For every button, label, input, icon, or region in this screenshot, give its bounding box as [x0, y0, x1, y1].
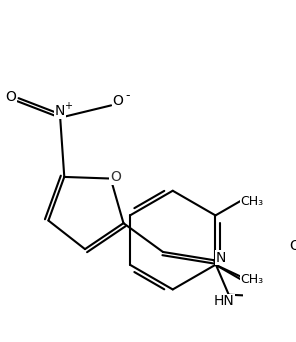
Text: O: O [5, 90, 16, 104]
Text: N: N [215, 251, 226, 265]
Text: CH₃: CH₃ [240, 273, 263, 286]
Text: -: - [126, 89, 130, 102]
Text: +: + [64, 101, 72, 111]
Text: CH₃: CH₃ [240, 195, 263, 208]
Text: O: O [289, 239, 296, 253]
Text: HN: HN [213, 294, 234, 308]
Text: O: O [112, 94, 123, 108]
Text: N: N [55, 104, 65, 118]
Text: O: O [110, 170, 121, 184]
